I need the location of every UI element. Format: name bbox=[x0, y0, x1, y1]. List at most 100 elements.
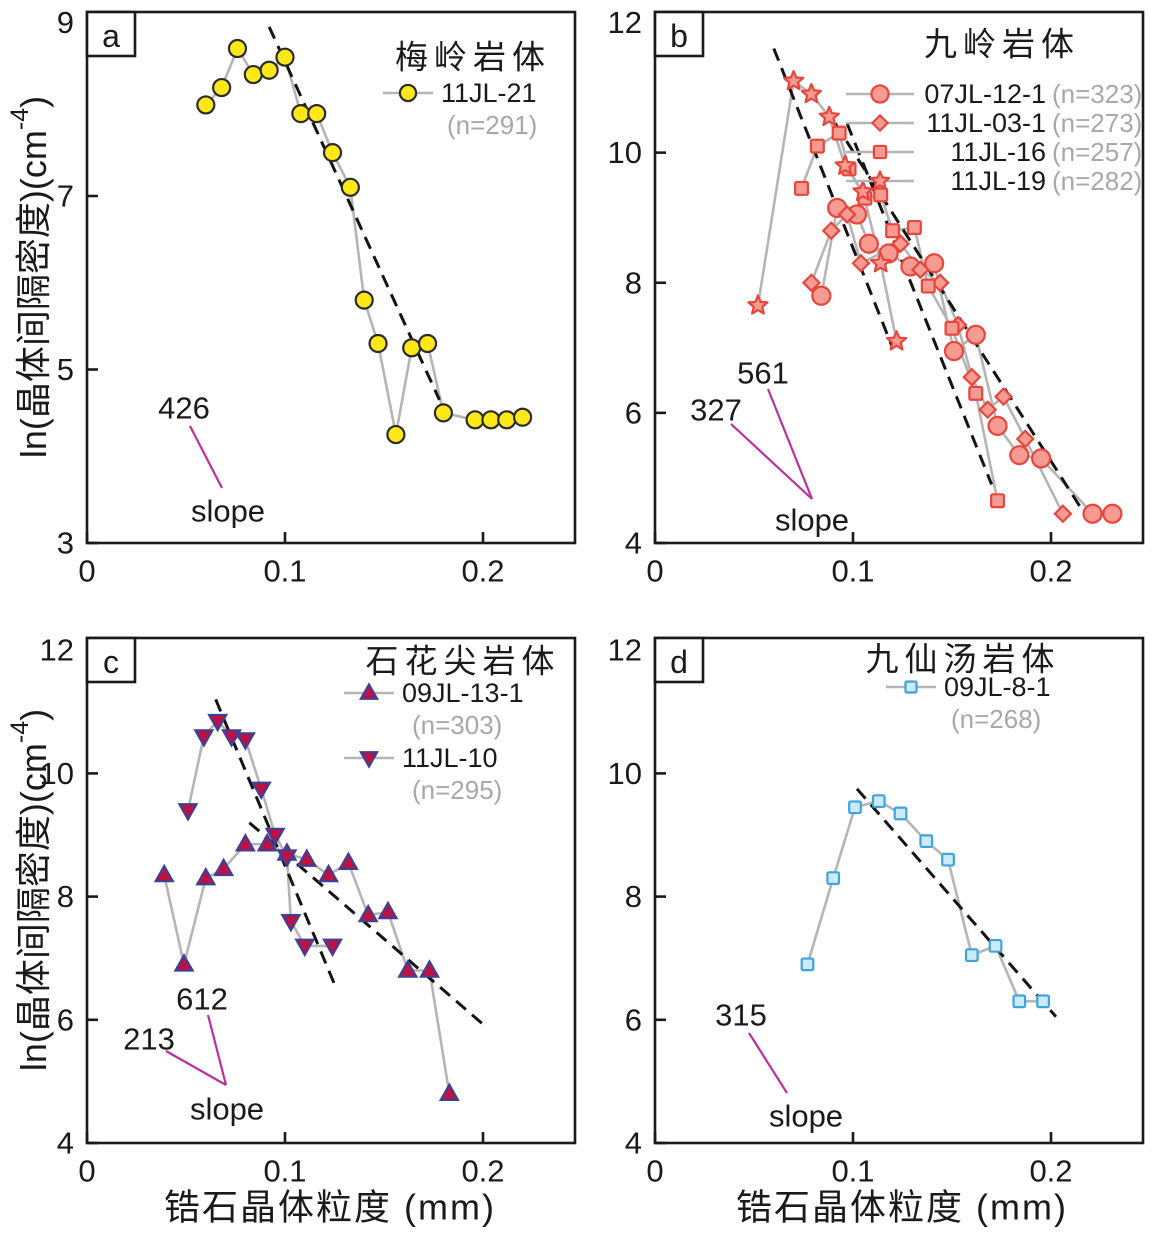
slope-pointer-line bbox=[730, 423, 813, 500]
marker-11JL-21 bbox=[322, 143, 343, 163]
legend-sample-name: 11JL-16 bbox=[950, 137, 1046, 167]
marker-11JL-19 bbox=[852, 180, 874, 201]
marker-11JL-21 bbox=[259, 60, 279, 80]
marker-11JL-21 bbox=[417, 333, 438, 354]
marker-07JL-12-1 bbox=[1030, 448, 1052, 469]
x-tick-label: 0 bbox=[646, 553, 663, 588]
marker-09JL-13-1 bbox=[296, 848, 318, 867]
marker-09JL-8-1 bbox=[1012, 994, 1027, 1009]
y-tick-label: 12 bbox=[608, 5, 642, 40]
marker-11JL-16 bbox=[794, 180, 810, 196]
trendline bbox=[845, 122, 993, 486]
legend-marker-square bbox=[904, 680, 918, 694]
y-tick-label: 4 bbox=[625, 526, 642, 561]
marker-11JL-21 bbox=[243, 64, 263, 85]
y-tick-label: 10 bbox=[608, 756, 642, 791]
marker-07JL-12-1 bbox=[858, 233, 879, 254]
marker-11JL-21 bbox=[433, 403, 453, 423]
marker-11JL-16 bbox=[906, 219, 922, 235]
legend-sample-name: 09JL-13-1 bbox=[402, 678, 524, 708]
legend-marker-circle bbox=[398, 83, 418, 103]
marker-11JL-10 bbox=[250, 781, 272, 801]
y-axis-title: ln(晶体间隔密度)(cm-4) bbox=[6, 96, 54, 458]
marker-11JL-21 bbox=[368, 333, 388, 354]
marker-11JL-03-1 bbox=[890, 234, 911, 254]
marker-11JL-03-1 bbox=[801, 273, 821, 293]
slope-pointer-line bbox=[748, 1032, 788, 1094]
x-tick-label: 0.2 bbox=[1029, 553, 1072, 588]
slope-word: slope bbox=[769, 1099, 843, 1134]
marker-11JL-21 bbox=[512, 407, 533, 427]
marker-11JL-21 bbox=[354, 290, 374, 310]
marker-09JL-8-1 bbox=[919, 834, 934, 849]
marker-11JL-16 bbox=[968, 385, 984, 401]
legend-count-label: (n=268) bbox=[951, 704, 1041, 734]
marker-11JL-16 bbox=[873, 187, 889, 203]
panel-letter-box bbox=[85, 636, 137, 684]
marker-07JL-12-1 bbox=[943, 340, 965, 362]
marker-09JL-8-1 bbox=[893, 806, 908, 821]
legend-count-label: (n=323) bbox=[1052, 79, 1142, 109]
trendline bbox=[772, 47, 894, 349]
marker-07JL-12-1 bbox=[1102, 503, 1123, 524]
marker-09JL-13-1 bbox=[234, 833, 256, 852]
panel-letter-box bbox=[85, 10, 137, 58]
y-tick-label: 8 bbox=[625, 265, 642, 300]
marker-11JL-21 bbox=[307, 103, 327, 124]
axis-box bbox=[653, 636, 1145, 1145]
legend-sample-name: 11JL-19 bbox=[950, 166, 1046, 196]
legend-marker-star bbox=[869, 170, 891, 190]
panel-letter-box bbox=[653, 10, 705, 58]
legend-marker-diamond bbox=[870, 113, 890, 133]
marker-11JL-10 bbox=[294, 938, 316, 958]
marker-11JL-03-1 bbox=[851, 253, 871, 273]
marker-09JL-13-1 bbox=[195, 866, 217, 886]
y-tick-label: 9 bbox=[57, 5, 74, 40]
y-tick-label: 6 bbox=[57, 1002, 74, 1037]
trendline bbox=[267, 26, 441, 401]
marker-11JL-21 bbox=[291, 103, 311, 124]
y-tick-label: 7 bbox=[57, 179, 74, 214]
y-tick-label: 12 bbox=[608, 633, 642, 668]
marker-11JL-10 bbox=[193, 729, 215, 748]
x-tick-label: 0.1 bbox=[263, 553, 306, 588]
marker-11JL-21 bbox=[497, 410, 517, 430]
panel-letter-box bbox=[653, 636, 705, 684]
marker-11JL-21 bbox=[196, 95, 216, 115]
marker-09JL-13-1 bbox=[357, 903, 379, 923]
legend-sample-name: 11JL-10 bbox=[402, 743, 498, 773]
slope-value: 327 bbox=[690, 393, 742, 428]
marker-11JL-16 bbox=[885, 223, 901, 239]
panel-title: 九仙汤岩体 bbox=[866, 641, 1061, 678]
marker-09JL-13-1 bbox=[438, 1082, 460, 1101]
marker-11JL-16 bbox=[944, 320, 960, 336]
x-tick-label: 0.1 bbox=[263, 1153, 306, 1188]
series-line-11JL-10 bbox=[186, 719, 333, 948]
marker-09JL-13-1 bbox=[173, 953, 195, 972]
marker-09JL-13-1 bbox=[213, 857, 235, 877]
marker-11JL-03-1 bbox=[910, 260, 930, 280]
legend-marker-triangle-down bbox=[358, 751, 380, 769]
y-tick-label: 3 bbox=[57, 526, 74, 561]
slope-word: slope bbox=[775, 503, 849, 538]
marker-11JL-21 bbox=[481, 410, 501, 430]
marker-11JL-21 bbox=[402, 338, 422, 358]
marker-09JL-13-1 bbox=[256, 833, 278, 852]
legend-count-label: (n=291) bbox=[447, 110, 537, 140]
y-tick-label: 10 bbox=[40, 756, 74, 791]
slope-pointer-line bbox=[189, 425, 223, 489]
marker-09JL-8-1 bbox=[941, 852, 955, 867]
marker-11JL-10 bbox=[264, 827, 286, 847]
marker-11JL-19 bbox=[870, 252, 892, 273]
x-tick-label: 0.1 bbox=[831, 553, 874, 588]
marker-11JL-19 bbox=[800, 83, 822, 104]
marker-11JL-10 bbox=[207, 713, 229, 733]
legend-count-label: (n=303) bbox=[412, 710, 502, 740]
slope-pointer-line bbox=[165, 1050, 227, 1086]
marker-09JL-8-1 bbox=[871, 794, 886, 809]
marker-11JL-21 bbox=[227, 38, 248, 59]
marker-11JL-10 bbox=[234, 732, 256, 751]
marker-11JL-16 bbox=[920, 278, 936, 294]
